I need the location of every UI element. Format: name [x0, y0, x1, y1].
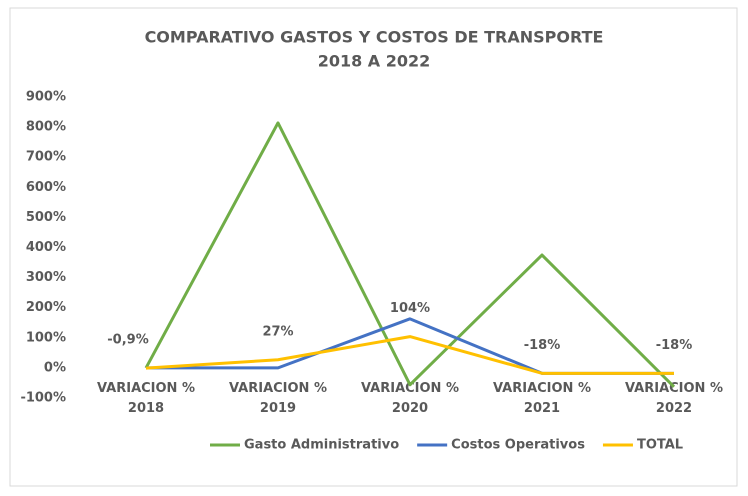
y-tick-label: 800% — [26, 120, 66, 135]
y-tick-label: 0% — [44, 360, 66, 375]
x-tick-label: VARIACION % 2019 — [229, 381, 327, 416]
data-label: -18% — [524, 338, 561, 353]
legend-label: TOTAL — [637, 438, 683, 453]
y-tick-label: 500% — [26, 210, 66, 225]
y-tick-label: 300% — [26, 270, 66, 285]
x-tick-label: VARIACION % 2021 — [493, 381, 591, 416]
legend-label: Gasto Administrativo — [244, 438, 399, 453]
y-tick-label: 400% — [26, 240, 66, 255]
data-label: -18% — [656, 338, 693, 353]
chart-frame — [9, 7, 738, 487]
chart-title: COMPARATIVO GASTOS Y COSTOS DE TRANSPORT… — [145, 28, 604, 47]
series-line — [145, 335, 674, 375]
y-tick-label: 100% — [26, 330, 66, 345]
x-tick-label: VARIACION % 2020 — [361, 381, 459, 416]
x-tick-label: VARIACION % 2022 — [625, 381, 723, 416]
chart-subtitle: 2018 A 2022 — [318, 52, 431, 71]
y-tick-label: -100% — [20, 391, 66, 406]
x-tick-label: VARIACION % 2018 — [97, 381, 195, 416]
data-label: -0,9% — [107, 333, 148, 348]
y-tick-label: 700% — [26, 150, 66, 165]
legend-label: Costos Operativos — [451, 438, 585, 453]
y-tick-label: 600% — [26, 180, 66, 195]
data-label: 27% — [262, 324, 293, 339]
data-label: 104% — [390, 301, 430, 316]
y-tick-label: 200% — [26, 300, 66, 315]
series-line — [144, 121, 676, 388]
y-tick-label: 900% — [26, 90, 66, 105]
